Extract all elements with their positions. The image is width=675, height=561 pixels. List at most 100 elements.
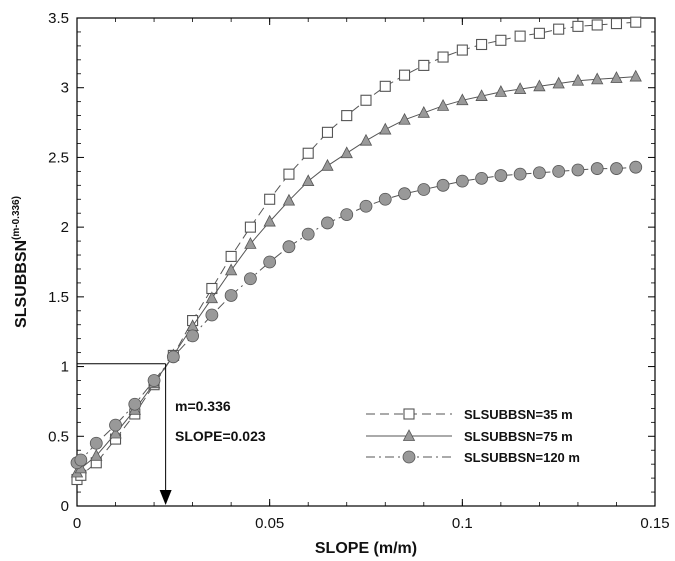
data-point	[476, 38, 488, 51]
data-point	[205, 308, 219, 322]
data-point	[282, 193, 296, 206]
data-point	[302, 147, 314, 159]
legend: SLSUBBSN=35 m SLSUBBSN=75 m SLSUBBSN=120 m	[366, 407, 580, 465]
data-point	[513, 82, 527, 95]
data-point	[244, 221, 256, 233]
data-point	[398, 112, 411, 125]
data-point	[436, 98, 450, 111]
data-point	[74, 453, 88, 467]
data-point	[321, 158, 334, 171]
data-point	[629, 160, 643, 174]
data-point	[225, 250, 237, 262]
data-point	[398, 69, 411, 81]
data-point	[128, 397, 142, 411]
annotation-arrowhead	[159, 490, 172, 505]
data-point	[533, 79, 546, 92]
data-point	[90, 448, 103, 461]
data-point	[494, 85, 508, 97]
data-point	[591, 19, 603, 31]
y-tick-label: 2.5	[48, 149, 69, 166]
data-point	[186, 329, 200, 343]
data-point	[205, 291, 219, 304]
data-point	[359, 199, 373, 213]
data-point	[341, 110, 353, 122]
annotation-slope-text: SLOPE=0.023	[175, 428, 266, 444]
data-point	[109, 426, 122, 439]
data-point	[571, 163, 585, 177]
data-point	[630, 16, 642, 28]
data-point	[301, 227, 315, 241]
annotation-m-text: m=0.336	[175, 398, 231, 414]
series-layer	[70, 16, 643, 486]
y-tick-label: 1	[61, 359, 69, 376]
data-point	[340, 208, 354, 221]
series-2	[70, 160, 643, 470]
x-tick-label: 0.05	[255, 515, 284, 532]
data-point	[629, 69, 642, 82]
data-point	[417, 105, 430, 118]
data-point	[418, 59, 430, 71]
y-axis-title-exponent: (m-0.336)	[11, 196, 22, 240]
legend-marker	[403, 408, 415, 420]
y-tick-label: 0.5	[48, 428, 69, 445]
data-point	[571, 73, 585, 86]
legend-marker	[402, 450, 416, 464]
plot-frame	[76, 17, 656, 507]
data-point	[610, 162, 623, 175]
data-point	[513, 167, 527, 181]
data-point	[244, 237, 257, 249]
data-point	[379, 80, 391, 92]
data-point	[590, 162, 604, 175]
data-point	[321, 216, 334, 230]
x-tick-label: 0.15	[640, 515, 669, 532]
data-point	[436, 178, 450, 192]
data-point	[533, 166, 546, 180]
data-point	[263, 214, 276, 227]
data-point	[224, 263, 238, 276]
data-point	[398, 187, 411, 201]
data-point	[243, 272, 257, 286]
legend-item-2: SLSUBBSN=120 m	[366, 450, 580, 465]
data-point	[359, 133, 373, 146]
data-point	[610, 71, 623, 83]
data-point	[552, 76, 565, 89]
data-point	[379, 122, 392, 135]
legend-label: SLSUBBSN=35 m	[464, 407, 573, 422]
data-point	[475, 171, 489, 185]
legend-label: SLSUBBSN=75 m	[464, 429, 573, 444]
data-point	[417, 183, 431, 196]
data-point	[456, 93, 469, 106]
axes: 0 0.05 0.1 0.15 0 0.5 1 1.5 2 2.5 3 3.5 SLOPE (m/m) S…	[11, 10, 670, 557]
data-point	[166, 350, 180, 364]
data-point	[264, 193, 276, 205]
data-point	[224, 289, 238, 302]
y-tick-label: 2	[61, 219, 69, 236]
legend-item-0: SLSUBBSN=35 m	[366, 407, 573, 422]
x-tick-label: 0.1	[452, 515, 473, 532]
data-point	[572, 20, 584, 32]
y-axis-title: SLSUBBSN(m-0.336)	[11, 196, 30, 328]
data-point	[533, 27, 545, 39]
data-point	[340, 146, 353, 159]
data-point	[455, 174, 469, 188]
data-point	[553, 23, 565, 35]
data-point	[263, 255, 277, 269]
data-point	[494, 169, 508, 182]
y-tick-label: 3.5	[48, 10, 69, 27]
data-point	[475, 89, 488, 101]
data-point	[147, 374, 161, 387]
y-tick-label: 0	[61, 498, 69, 515]
x-axis-title: SLOPE (m/m)	[315, 540, 417, 557]
data-point	[282, 240, 296, 254]
x-tick-label: 0	[73, 515, 81, 532]
data-point	[321, 126, 334, 138]
legend-marker	[402, 429, 416, 441]
data-point	[437, 51, 449, 63]
data-point	[610, 18, 623, 30]
legend-item-1: SLSUBBSN=75 m	[366, 429, 573, 444]
annotation-layer: m=0.336 SLOPE=0.023	[77, 363, 266, 505]
data-point	[552, 164, 566, 178]
data-point	[360, 94, 372, 106]
data-point	[495, 34, 507, 46]
